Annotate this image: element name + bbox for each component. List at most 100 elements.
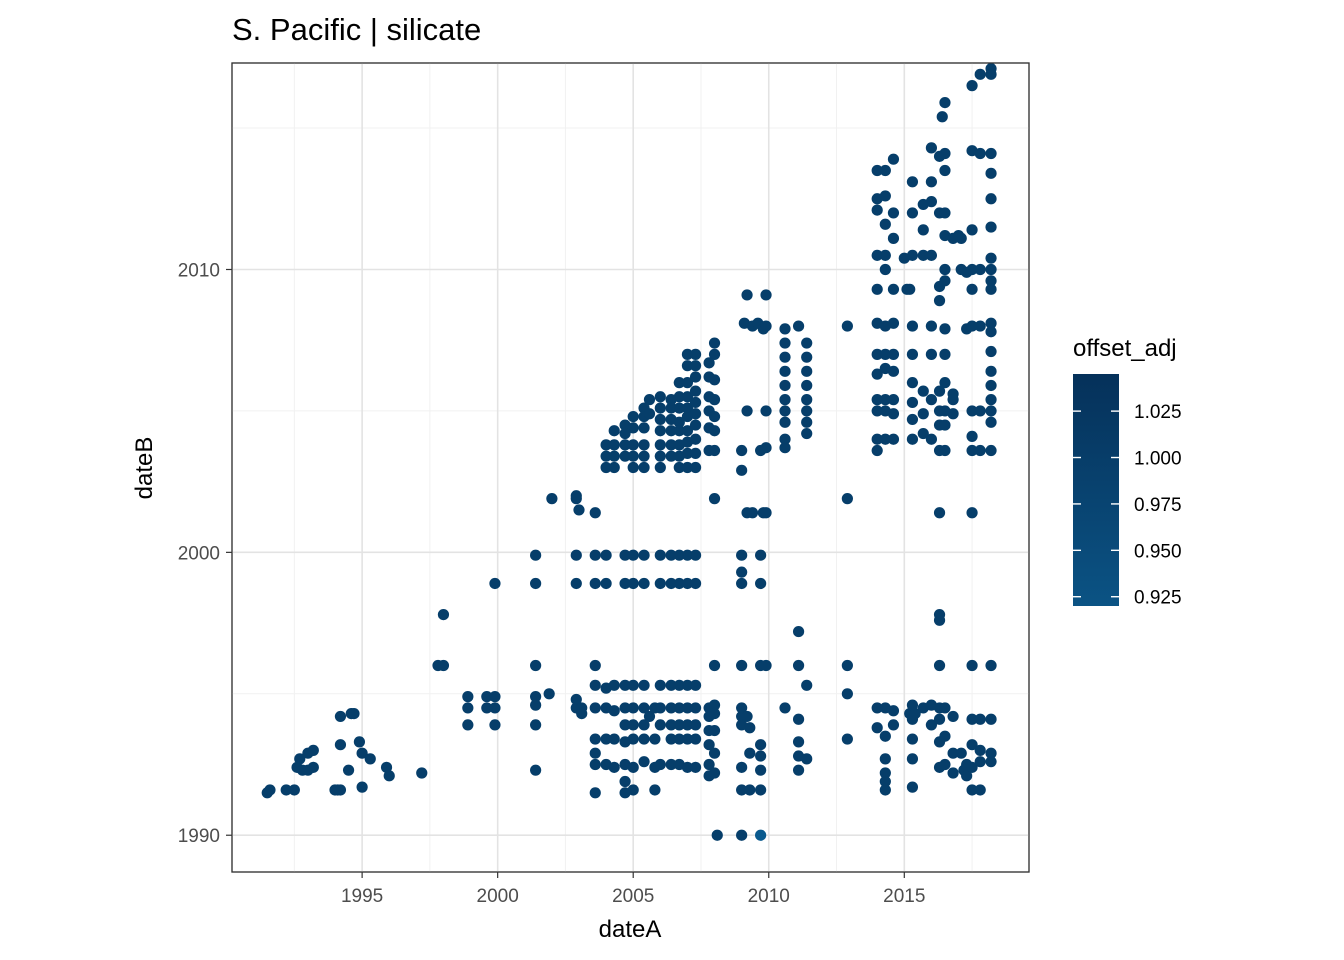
data-point: [801, 753, 813, 765]
data-point: [681, 679, 694, 691]
data-point: [654, 577, 666, 590]
data-point: [985, 405, 997, 417]
data-point: [917, 249, 929, 261]
data-point: [530, 659, 542, 672]
data-point: [627, 733, 639, 745]
plot-border: [231, 62, 1030, 873]
data-point: [801, 337, 813, 349]
data-point: [627, 422, 639, 434]
data-point: [879, 775, 891, 788]
data-point: [689, 679, 702, 691]
data-point: [681, 461, 694, 474]
data-point: [936, 111, 948, 123]
data-point: [917, 408, 929, 420]
data-point: [925, 348, 938, 360]
data-point: [985, 659, 997, 672]
data-point: [689, 419, 702, 431]
data-point: [801, 427, 813, 440]
data-point: [673, 461, 685, 474]
data-point: [779, 394, 791, 406]
data-point: [879, 784, 891, 796]
data-point: [689, 360, 702, 372]
data-point: [801, 351, 813, 363]
data-point: [638, 679, 650, 691]
data-point: [665, 549, 677, 561]
data-point: [689, 348, 702, 360]
data-point: [736, 549, 748, 561]
data-point: [573, 504, 585, 516]
x-tick-label: 2015: [883, 886, 925, 907]
data-point: [792, 625, 805, 638]
color-legend: offset_adj 1.025 1.000 0.975 0.950 0.925: [1073, 335, 1182, 609]
data-point: [779, 379, 791, 392]
data-point: [619, 719, 631, 731]
data-point: [638, 702, 650, 714]
data-point: [619, 549, 631, 561]
data-point: [779, 442, 791, 454]
data-point: [638, 719, 650, 731]
data-point: [741, 405, 753, 417]
data-point: [792, 764, 805, 776]
data-point: [841, 688, 853, 700]
data-point: [294, 753, 306, 765]
data-point: [792, 659, 805, 672]
data-point: [589, 702, 601, 714]
data-point: [871, 405, 883, 417]
data-point: [974, 744, 986, 756]
data-point: [489, 702, 501, 714]
data-point: [760, 659, 772, 672]
data-point: [906, 713, 919, 725]
data-point: [939, 207, 951, 219]
data-point: [887, 433, 900, 445]
data-point: [871, 348, 883, 360]
y-tick-label: 2010: [178, 260, 220, 281]
data-point: [708, 747, 721, 759]
data-point: [673, 679, 685, 691]
x-tick-label: 2005: [612, 886, 654, 907]
data-point: [947, 394, 959, 406]
data-point: [871, 444, 883, 457]
data-point: [955, 232, 967, 244]
data-point: [589, 577, 601, 590]
data-point: [280, 784, 292, 796]
data-point: [760, 507, 772, 519]
data-point: [689, 719, 702, 731]
legend-tick-label: 0.925: [1134, 588, 1182, 609]
data-point: [654, 758, 666, 771]
data-point: [955, 747, 967, 759]
data-points: [261, 63, 997, 841]
data-point: [906, 781, 919, 793]
data-point: [600, 439, 612, 451]
data-point: [736, 577, 748, 590]
data-point: [627, 549, 639, 561]
data-point: [619, 450, 631, 462]
data-point: [673, 391, 685, 403]
data-point: [985, 416, 997, 428]
data-point: [879, 218, 891, 230]
data-point: [755, 577, 767, 590]
data-point: [589, 758, 601, 771]
data-point: [627, 702, 639, 714]
data-point: [654, 549, 666, 561]
data-point: [627, 761, 639, 773]
data-point: [543, 688, 555, 700]
data-point: [619, 775, 631, 788]
data-point: [887, 705, 900, 717]
data-point: [755, 750, 767, 762]
data-point: [689, 396, 702, 409]
data-point: [681, 577, 694, 590]
data-point: [801, 405, 813, 417]
data-point: [906, 753, 919, 765]
data-point: [925, 142, 938, 154]
data-point: [779, 702, 791, 714]
data-point: [841, 493, 853, 505]
data-point: [879, 433, 891, 445]
data-point: [649, 733, 661, 745]
data-point: [608, 425, 620, 437]
data-point: [638, 422, 650, 434]
data-point: [925, 394, 938, 406]
data-point: [925, 176, 938, 188]
data-point: [638, 756, 650, 768]
data-point: [966, 739, 978, 751]
